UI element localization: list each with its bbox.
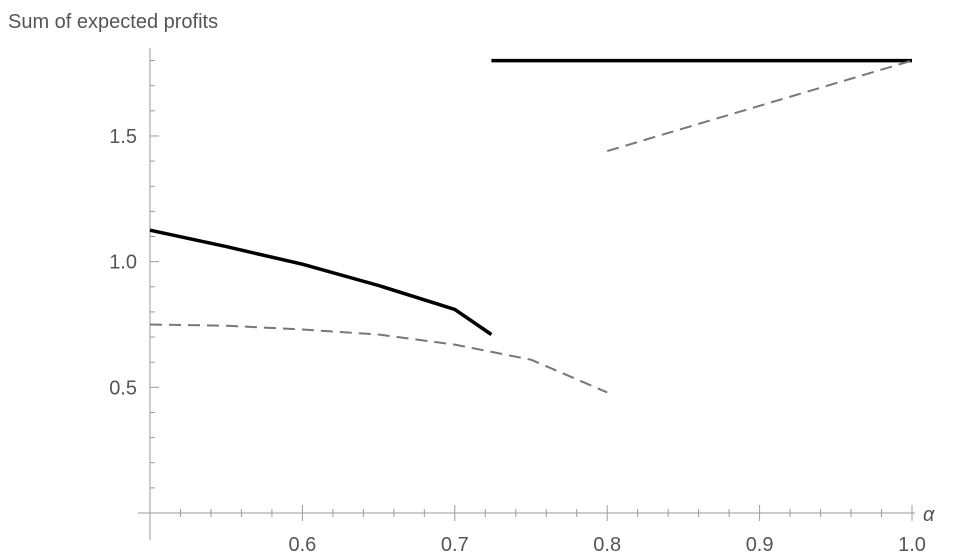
y-tick-label: 1.0	[109, 252, 137, 274]
dashed-series-line-3	[606, 59, 913, 153]
tick-group: 0.6 0.7 0.8 0.9 1.0 0.5 1.0 1.5	[109, 60, 926, 556]
series-group	[149, 58, 913, 394]
x-tick-label: 0.7	[441, 534, 469, 556]
x-axis-title: α	[923, 504, 935, 526]
x-tick-label: 0.6	[288, 534, 316, 556]
solid-series-line-0	[149, 228, 493, 336]
dashed-series-line-2	[149, 323, 608, 394]
x-tick-label: 1.0	[898, 534, 926, 556]
y-axis-title: Sum of expected profits	[8, 11, 218, 33]
y-tick-label: 1.5	[109, 126, 137, 148]
x-tick-label: 0.9	[746, 534, 774, 556]
x-tick-label: 0.8	[593, 534, 621, 556]
y-tick-label: 0.5	[109, 377, 137, 399]
